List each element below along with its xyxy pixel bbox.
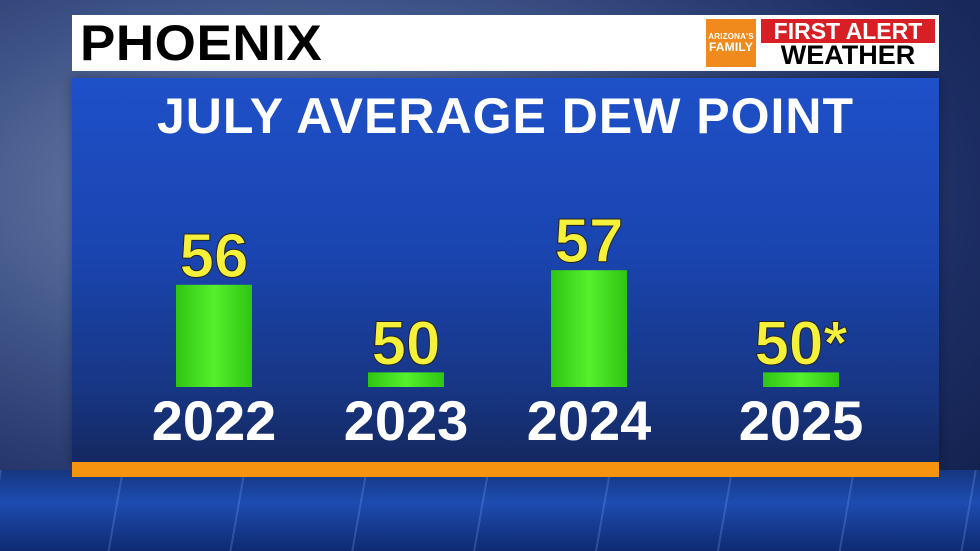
brand-weather: WEATHER (780, 40, 916, 70)
bar-2022 (176, 284, 252, 387)
value-label-2024: 57 (555, 207, 624, 276)
value-label-2025: 50* (754, 309, 848, 378)
bar-2025 (763, 372, 839, 387)
arizonas-family-logo: ARIZONA'S FAMILY (706, 19, 756, 67)
category-label-2022: 2022 (152, 389, 277, 452)
background-stage-lines (0, 470, 980, 551)
logo-line-1: ARIZONA'S (708, 32, 754, 41)
bar-2024 (551, 270, 627, 387)
logo-line-2: FAMILY (708, 40, 754, 54)
panel-bottom-bar (72, 462, 939, 477)
chart-panel (72, 78, 939, 464)
city-title: PHOENIX (80, 15, 323, 71)
chart-title: JULY AVERAGE DEW POINT (156, 88, 855, 144)
background-stage (0, 470, 980, 551)
category-label-2023: 2023 (344, 389, 469, 452)
brand-first-alert: FIRST ALERT (761, 19, 935, 43)
value-label-2022: 56 (180, 222, 249, 291)
category-label-2024: 2024 (527, 389, 652, 452)
bar-2023 (368, 372, 444, 387)
category-label-2025: 2025 (739, 389, 864, 452)
header-bar: PHOENIX ARIZONA'S FAMILY FIRST ALERT WEA… (72, 15, 939, 71)
value-label-2023: 50 (372, 309, 441, 378)
